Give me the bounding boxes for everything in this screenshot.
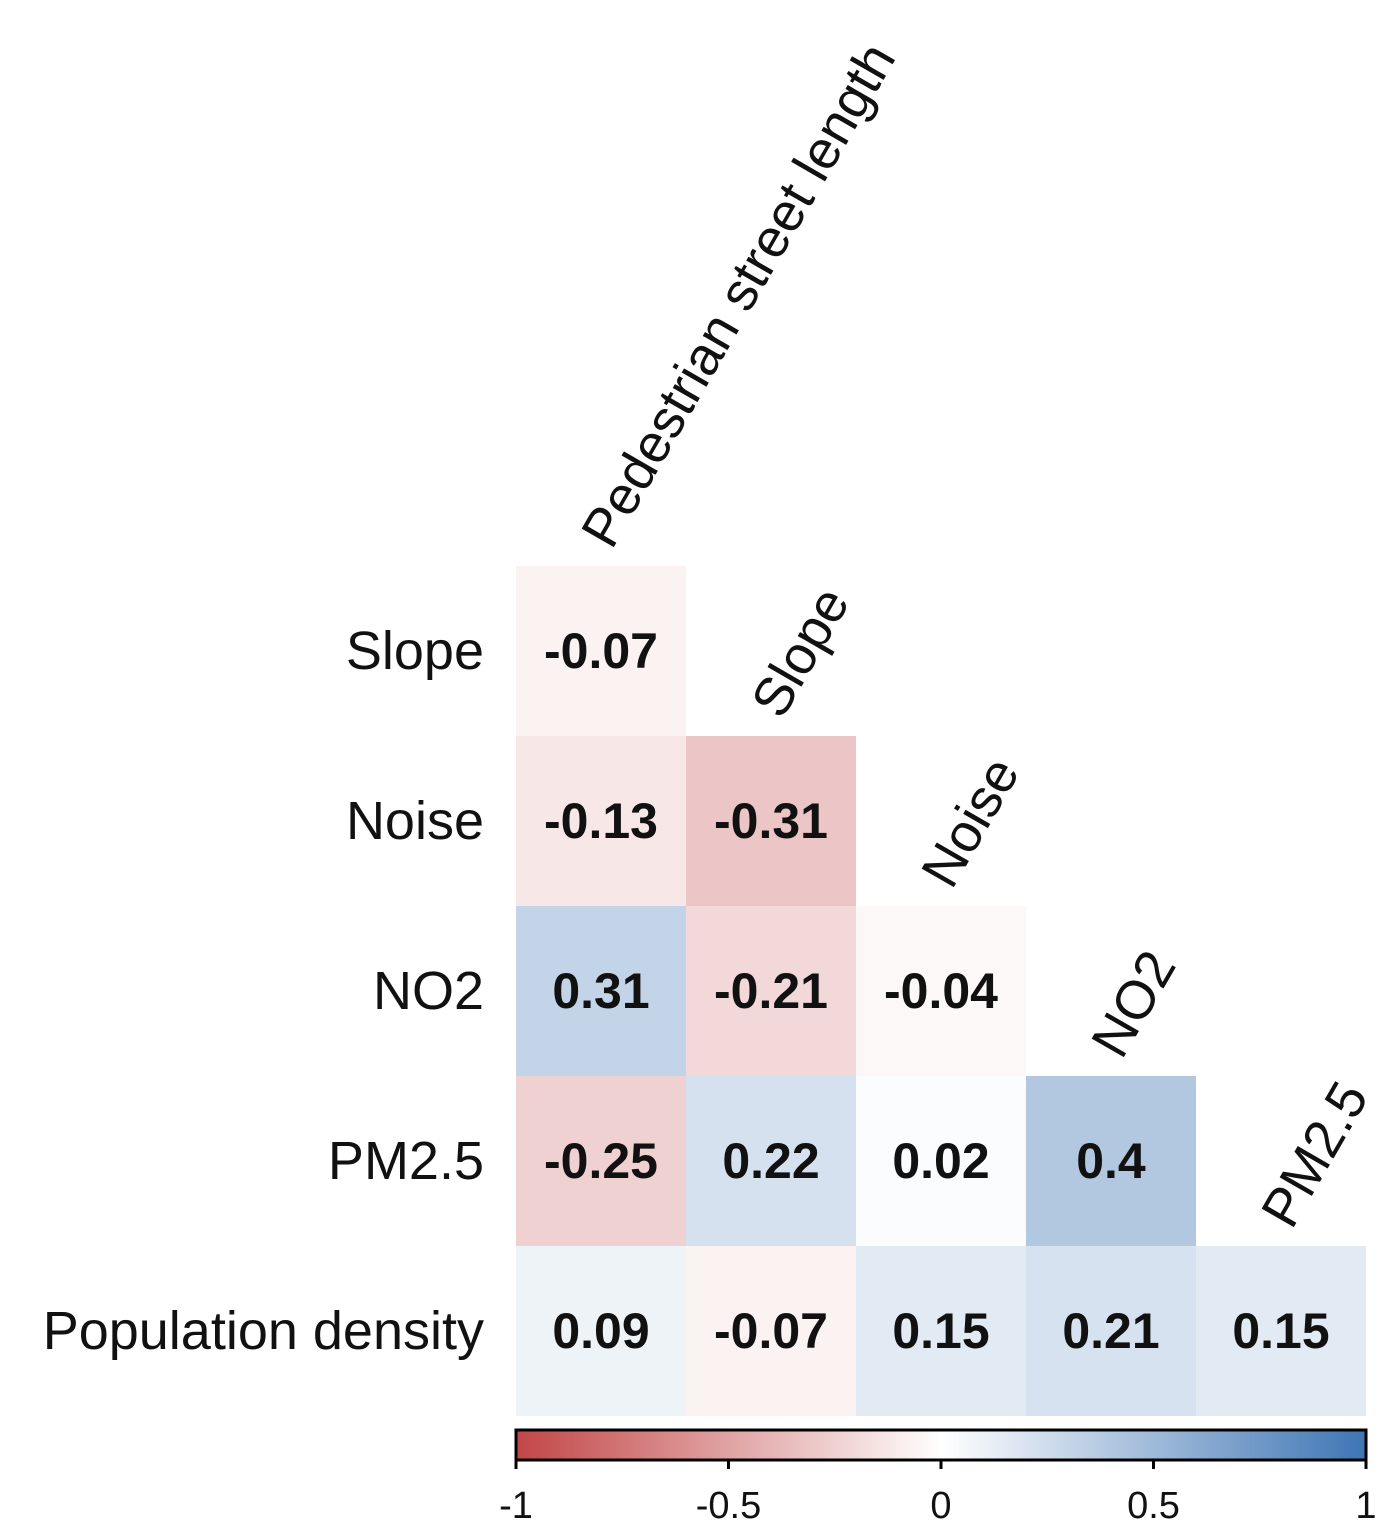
- heatmap-cell: [686, 906, 856, 1076]
- heatmap-cell: [686, 1076, 856, 1246]
- heatmap-cell: [516, 1246, 686, 1416]
- colorbar-tick-label: -0.5: [696, 1485, 761, 1527]
- row-label: NO2: [373, 961, 484, 1021]
- cell-value-label: 0.31: [552, 963, 649, 1019]
- cell-value-label: -0.21: [714, 963, 828, 1019]
- heatmap-cell: [1026, 1076, 1196, 1246]
- row-label: Slope: [346, 621, 484, 681]
- heatmap-cells: [516, 566, 1366, 1416]
- cell-value-label: 0.02: [892, 1133, 989, 1189]
- row-label: Population density: [43, 1301, 484, 1361]
- row-label: PM2.5: [328, 1131, 484, 1191]
- cell-value-label: -0.13: [544, 793, 658, 849]
- colorbar-tick-label: 1: [1355, 1485, 1376, 1527]
- column-label: Pedestrian street length: [570, 33, 907, 557]
- cell-value-label: 0.15: [1232, 1303, 1329, 1359]
- cell-value-label: 0.22: [722, 1133, 819, 1189]
- cell-value-label: -0.25: [544, 1133, 658, 1189]
- column-label: Noise: [910, 747, 1031, 897]
- colorbar-gradient-bar: [514, 1428, 1368, 1462]
- cell-value-label: -0.07: [714, 1303, 828, 1359]
- cell-value-label: 0.09: [552, 1303, 649, 1359]
- cell-value-label: 0.21: [1062, 1303, 1159, 1359]
- heatmap-cell: [1196, 1246, 1366, 1416]
- colorbar: -1 -0.5 0 0.5 1: [499, 1428, 1377, 1527]
- heatmap-cell: [686, 1246, 856, 1416]
- heatmap-cell: [856, 1076, 1026, 1246]
- row-labels: Slope Noise NO2 PM2.5 Population density: [43, 621, 484, 1361]
- cell-value-label: -0.04: [884, 963, 998, 1019]
- cell-value-label: -0.31: [714, 793, 828, 849]
- colorbar-tick-label: 0.5: [1127, 1485, 1180, 1527]
- colorbar-tick-label: -1: [499, 1485, 533, 1527]
- column-label: NO2: [1080, 941, 1187, 1067]
- heatmap-cell: [1026, 1246, 1196, 1416]
- cell-value-label: 0.4: [1076, 1133, 1146, 1189]
- heatmap-cell: [686, 736, 856, 906]
- cell-value-label: -0.07: [544, 623, 658, 679]
- heatmap-cell: [516, 1076, 686, 1246]
- heatmap-cell: [516, 906, 686, 1076]
- column-label: Slope: [740, 577, 861, 727]
- column-label: PM2.5: [1250, 1072, 1380, 1237]
- heatmap-cell: [516, 736, 686, 906]
- row-label: Noise: [346, 791, 484, 851]
- heatmap-cell: [856, 1246, 1026, 1416]
- colorbar-tick-label: 0: [930, 1485, 951, 1527]
- heatmap-value-labels: -0.07 -0.13 -0.31 0.31 -0.21 -0.04 -0.25 0.22 0.…: [544, 623, 1330, 1359]
- heatmap-cell: [856, 906, 1026, 1076]
- cell-value-label: 0.15: [892, 1303, 989, 1359]
- heatmap-cell: [516, 566, 686, 736]
